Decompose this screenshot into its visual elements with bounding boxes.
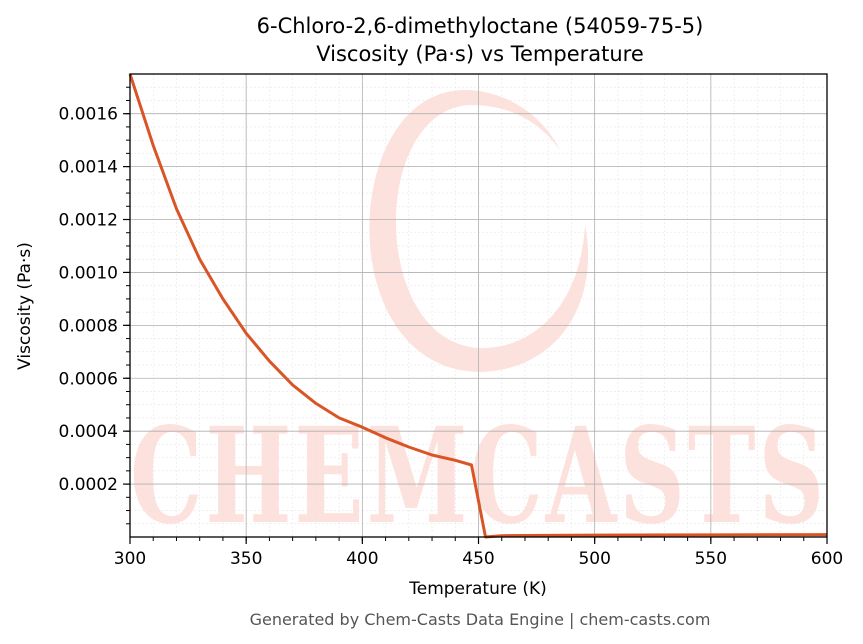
x-axis: 300 350 400 450 500 550 600	[114, 537, 843, 569]
x-tick-label: 600	[811, 549, 843, 569]
watermark-text: CHEMCASTS	[130, 399, 827, 554]
x-tick-label: 450	[462, 549, 494, 569]
y-axis-label: Viscosity (Pa·s)	[15, 242, 35, 370]
chart-title: 6-Chloro-2,6-dimethyloctane (54059-75-5)	[257, 14, 704, 38]
series-line-viscosity	[128, 73, 828, 539]
y-tick-label: 0.0004	[59, 422, 118, 442]
watermark: CHEMCASTS	[130, 90, 827, 554]
x-tick-label: 550	[695, 549, 727, 569]
y-tick-label: 0.0012	[59, 211, 118, 231]
x-tick-label: 400	[346, 549, 378, 569]
y-tick-label: 0.0010	[59, 263, 118, 283]
y-axis: 0.0002 0.0004 0.0006 0.0008 0.0010 0.0012 0.00…	[59, 86, 130, 525]
y-tick-label: 0.0008	[59, 316, 118, 336]
y-tick-label: 0.0002	[59, 475, 118, 495]
y-tick-label: 0.0014	[59, 158, 118, 178]
chart-subtitle: Viscosity (Pa·s) vs Temperature	[316, 42, 644, 66]
x-tick-label: 500	[578, 549, 610, 569]
footer-credit: Generated by Chem-Casts Data Engine | ch…	[250, 610, 711, 629]
x-tick-label: 300	[114, 549, 146, 569]
y-tick-label: 0.0006	[59, 369, 118, 389]
x-tick-label: 350	[230, 549, 262, 569]
y-tick-label: 0.0016	[59, 105, 118, 125]
x-axis-label: Temperature (K)	[408, 579, 547, 599]
